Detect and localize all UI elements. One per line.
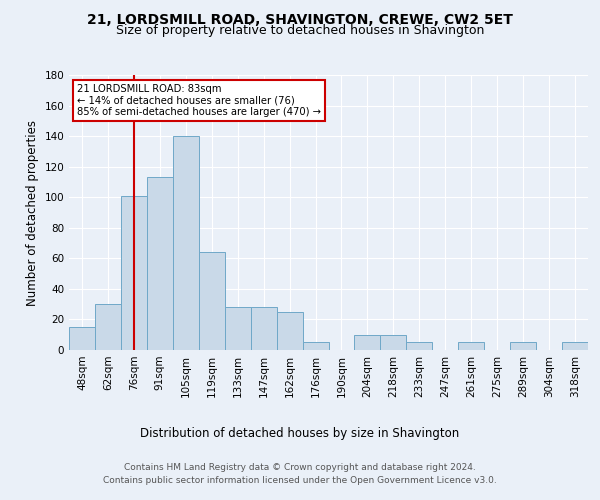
Bar [380, 334, 406, 350]
Bar [225, 307, 251, 350]
Bar [355, 334, 380, 350]
Bar [199, 252, 224, 350]
Bar [69, 327, 95, 350]
Bar [458, 342, 484, 350]
Bar [277, 312, 302, 350]
Text: Contains public sector information licensed under the Open Government Licence v3: Contains public sector information licen… [103, 476, 497, 485]
Text: Distribution of detached houses by size in Shavington: Distribution of detached houses by size … [140, 428, 460, 440]
Y-axis label: Number of detached properties: Number of detached properties [26, 120, 39, 306]
Text: 21, LORDSMILL ROAD, SHAVINGTON, CREWE, CW2 5ET: 21, LORDSMILL ROAD, SHAVINGTON, CREWE, C… [87, 12, 513, 26]
Bar [147, 178, 173, 350]
Text: 21 LORDSMILL ROAD: 83sqm
← 14% of detached houses are smaller (76)
85% of semi-d: 21 LORDSMILL ROAD: 83sqm ← 14% of detach… [77, 84, 321, 117]
Bar [251, 307, 277, 350]
Bar [95, 304, 121, 350]
Bar [121, 196, 147, 350]
Text: Size of property relative to detached houses in Shavington: Size of property relative to detached ho… [116, 24, 484, 37]
Bar [406, 342, 432, 350]
Bar [173, 136, 199, 350]
Text: Contains HM Land Registry data © Crown copyright and database right 2024.: Contains HM Land Registry data © Crown c… [124, 462, 476, 471]
Bar [302, 342, 329, 350]
Bar [562, 342, 588, 350]
Bar [510, 342, 536, 350]
